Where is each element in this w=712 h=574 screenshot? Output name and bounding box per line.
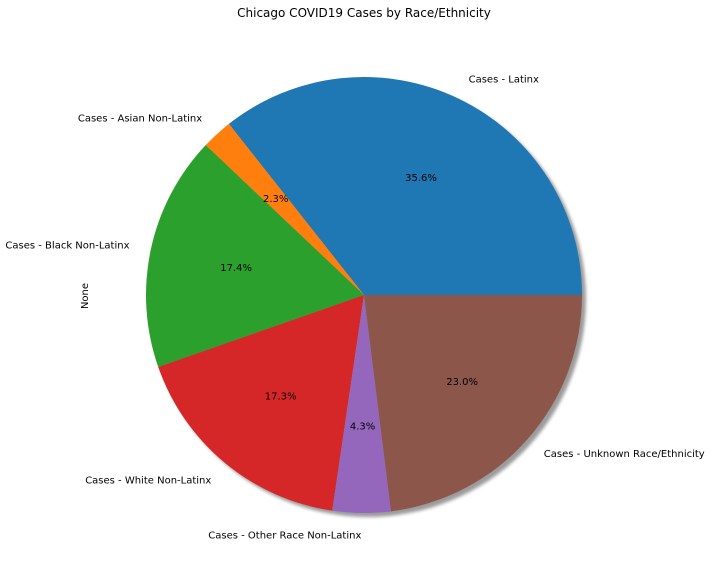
- pie-slice-5: [364, 295, 582, 512]
- slice-label-3: Cases - White Non-Latinx: [85, 475, 211, 486]
- pie-labels: Cases - Latinx 35.6% Cases - Asian Non-Lat…: [5, 75, 704, 542]
- slice-label-0: Cases - Latinx: [469, 75, 539, 86]
- slice-label-5: Cases - Unknown Race/Ethnicity: [544, 449, 705, 460]
- slice-label-4: Cases - Other Race Non-Latinx: [208, 530, 361, 541]
- pie-slice-1: [205, 123, 364, 295]
- y-axis-label: None: [80, 283, 91, 309]
- pie-slices: [146, 76, 583, 513]
- slice-percent-2: 17.4%: [220, 263, 252, 274]
- pie-slice-4: [332, 295, 392, 513]
- pie-slice-3: [158, 295, 364, 511]
- chart-title: Chicago COVID19 Cases by Race/Ethnicity: [237, 6, 491, 20]
- pie-slice-2: [146, 145, 364, 367]
- pie-slice-0: [228, 76, 583, 295]
- slice-percent-0: 35.6%: [405, 173, 437, 184]
- slice-label-2: Cases - Black Non-Latinx: [5, 240, 129, 251]
- slice-percent-5: 23.0%: [446, 377, 478, 388]
- slice-percent-4: 4.3%: [350, 421, 375, 432]
- slice-percent-3: 17.3%: [265, 391, 297, 402]
- slice-label-1: Cases - Asian Non-Latinx: [78, 114, 202, 125]
- slice-percent-1: 2.3%: [263, 194, 288, 205]
